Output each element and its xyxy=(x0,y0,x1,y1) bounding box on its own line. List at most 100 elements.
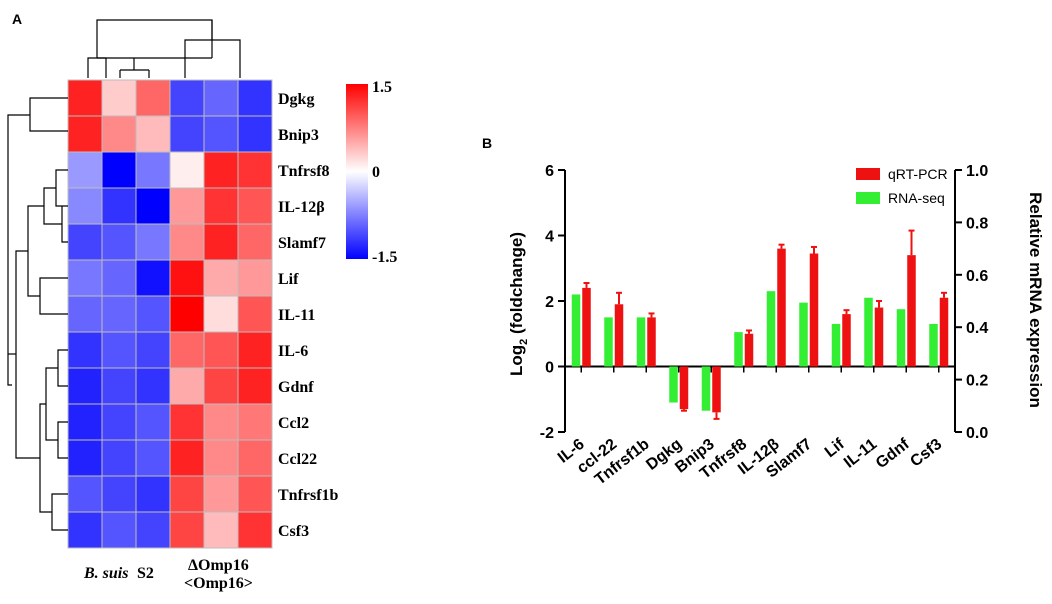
heatmap-cell xyxy=(237,151,273,189)
heatmap-cell xyxy=(135,151,171,189)
legend-label: RNA-seq xyxy=(888,190,945,206)
group-label-bsuis-italic: B. suis xyxy=(83,565,128,582)
group-label-omp16: <Omp16> xyxy=(184,575,253,592)
heatmap-cell xyxy=(67,259,103,297)
heatmap-cell xyxy=(203,187,239,225)
y-axis-label-subscript: 2 xyxy=(518,339,530,345)
y-axis-label-log: Log xyxy=(507,345,526,376)
bar-rna-seq xyxy=(929,323,938,367)
bar-qrt-pcr xyxy=(647,317,656,367)
bar-qrt-pcr xyxy=(939,297,949,367)
heatmap-cell xyxy=(135,475,171,513)
bar-chart-series xyxy=(571,229,949,420)
y-axis-label: Log2 (foldchange) xyxy=(507,232,530,376)
heatmap-cell xyxy=(169,187,205,225)
heatmap-row-label: Bnip3 xyxy=(278,127,319,144)
heatmap-cell xyxy=(203,259,239,297)
heatmap-cell xyxy=(169,223,205,261)
heatmap-cell xyxy=(67,475,103,513)
colorbar-gradient xyxy=(346,84,368,259)
heatmap-cell xyxy=(237,187,273,225)
heatmap-group-labels: B. suis S2 ΔOmp16 <Omp16> xyxy=(83,557,253,592)
heatmap-row-label: Tnfrsf8 xyxy=(278,163,330,180)
bar-qrt-pcr xyxy=(614,304,624,367)
heatmap-cell xyxy=(101,511,137,549)
bar-chart-axes: -2 0 2 4 6 0.0 0.2 0.4 0.6 0.8 1.0 xyxy=(540,163,989,442)
bar-qrt-pcr xyxy=(679,366,689,410)
heatmap-cell xyxy=(169,511,205,549)
heatmap-cell xyxy=(135,295,171,333)
heatmap-cell xyxy=(67,223,103,261)
heatmap-cell xyxy=(135,223,171,261)
heatmap-cell xyxy=(237,295,273,333)
y2-tick-label: 0.4 xyxy=(966,320,988,337)
y2-tick-label: 0.2 xyxy=(966,373,988,390)
heatmap-row-label: Lif xyxy=(278,271,299,288)
bar-qrt-pcr xyxy=(712,366,721,413)
heatmap-cell xyxy=(67,295,103,333)
heatmap-cell xyxy=(101,439,137,477)
heatmap-cell xyxy=(101,187,137,225)
heatmap-cell xyxy=(67,331,103,369)
heatmap-cell xyxy=(67,187,103,225)
heatmap-cell xyxy=(237,331,273,369)
heatmap-cell xyxy=(237,259,273,297)
heatmap-cell xyxy=(169,403,205,441)
heatmap-cell xyxy=(169,79,205,117)
heatmap-cell xyxy=(67,511,103,549)
colorbar-min-label: -1.5 xyxy=(372,249,397,266)
x-tick-label: Csf3 xyxy=(907,436,945,471)
heatmap-cell xyxy=(237,403,273,441)
bar-chart-legend: qRT-PCR RNA-seq xyxy=(856,166,948,206)
heatmap-cell xyxy=(203,439,239,477)
heatmap-cell xyxy=(67,403,103,441)
heatmap-cell xyxy=(101,151,137,189)
y-axis-label-rest: (foldchange) xyxy=(507,232,526,339)
heatmap-cell xyxy=(101,403,137,441)
heatmap-cell xyxy=(169,295,205,333)
heatmap-cell xyxy=(101,259,137,297)
y2-axis-label: Relative mRNA expression xyxy=(1026,192,1045,408)
bar-qrt-pcr xyxy=(907,255,916,367)
heatmap-cell xyxy=(203,115,239,153)
heatmap-cell xyxy=(169,115,205,153)
heatmap-cell xyxy=(101,331,137,369)
bar-rna-seq xyxy=(766,291,776,367)
panel-a-label: A xyxy=(12,11,22,27)
bar-chart-category-labels: IL-6ccl-22Tnfrsf1bDgkgBnip3Tnfrsf8IL-12β… xyxy=(555,366,945,489)
bar-qrt-pcr xyxy=(874,307,884,367)
heatmap-cell xyxy=(67,439,103,477)
bar-qrt-pcr xyxy=(582,287,591,367)
bar-qrt-pcr xyxy=(809,253,819,367)
x-tick-label: Gdnf xyxy=(873,435,913,472)
x-tick-label: IL-11 xyxy=(841,436,880,472)
colorbar: 1.5 0 -1.5 xyxy=(346,79,397,266)
heatmap-row-label: IL-6 xyxy=(278,343,308,360)
heatmap-cell xyxy=(135,79,171,117)
heatmap-cell xyxy=(169,259,205,297)
bar-rna-seq xyxy=(701,366,711,411)
legend-swatch-qrt-pcr xyxy=(856,168,880,180)
heatmap-row-label: Slamf7 xyxy=(278,235,326,252)
heatmap-cell xyxy=(237,115,273,153)
heatmap-cell xyxy=(203,511,239,549)
heatmap-cell xyxy=(135,439,171,477)
bar-rna-seq xyxy=(636,317,646,367)
heatmap-cell xyxy=(135,367,171,405)
heatmap-row-label: Ccl22 xyxy=(278,451,317,468)
y-tick-label: -2 xyxy=(540,425,554,442)
heatmap-cell xyxy=(169,475,205,513)
heatmap-cell xyxy=(203,295,239,333)
heatmap-cell xyxy=(101,367,137,405)
heatmap-cell xyxy=(203,331,239,369)
heatmap-cell xyxy=(237,79,273,117)
bar-qrt-pcr xyxy=(744,333,754,367)
y2-tick-label: 0.8 xyxy=(966,215,988,232)
heatmap-cell xyxy=(67,79,103,117)
y-tick-label: 2 xyxy=(545,294,554,311)
bar-rna-seq xyxy=(864,297,873,367)
heatmap-row-label: IL-12β xyxy=(278,199,325,216)
heatmap-cell xyxy=(237,511,273,549)
heatmap-cell xyxy=(237,223,273,261)
